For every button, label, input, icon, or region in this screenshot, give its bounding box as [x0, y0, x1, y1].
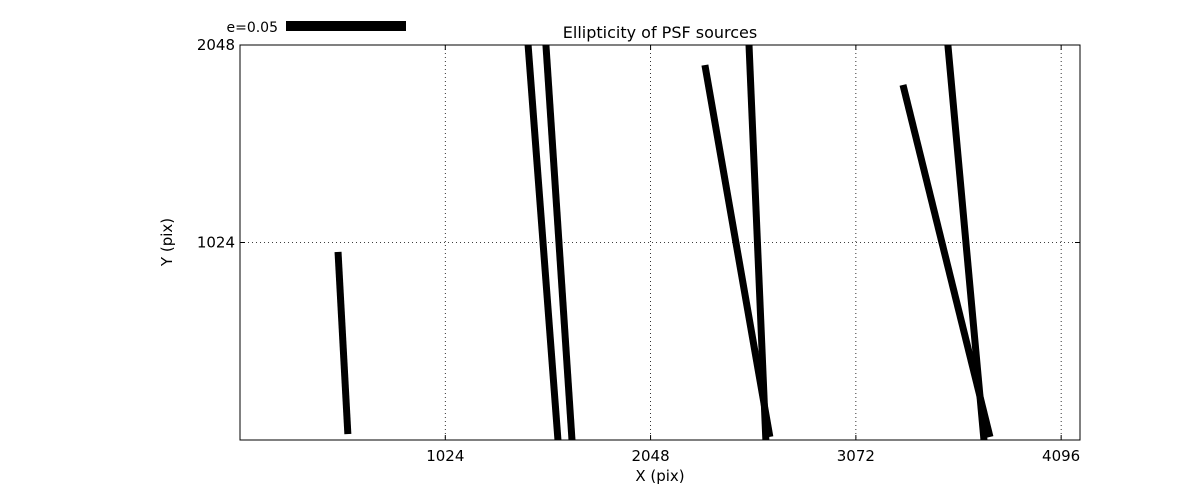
ellipticity-whisker	[745, 44, 770, 441]
ellipticity-whisker	[701, 64, 774, 438]
y-tick-label: 2048	[197, 36, 235, 54]
y-axis-label: Y (pix)	[158, 218, 176, 267]
x-tick-label: 4096	[1042, 447, 1080, 465]
ellipticity-whisker	[524, 44, 562, 441]
ellipticity-whisker	[944, 44, 988, 441]
ellipticity-whisker	[334, 251, 352, 435]
x-tick-label: 2048	[631, 447, 669, 465]
tick-marks	[240, 44, 1080, 440]
legend-label: e=0.05	[226, 20, 278, 36]
y-tick-label: 1024	[197, 234, 235, 252]
legend-scale-bar	[286, 21, 406, 31]
tick-labels: 1024 2048 3072 4096 1024 2048	[197, 36, 1080, 465]
x-axis-label: X (pix)	[635, 467, 684, 485]
chart-title: Ellipticity of PSF sources	[563, 23, 757, 42]
x-tick-label: 1024	[426, 447, 464, 465]
ellipticity-whiskers	[334, 44, 994, 441]
x-tick-label: 3072	[837, 447, 875, 465]
ellipticity-whisker	[542, 44, 576, 441]
